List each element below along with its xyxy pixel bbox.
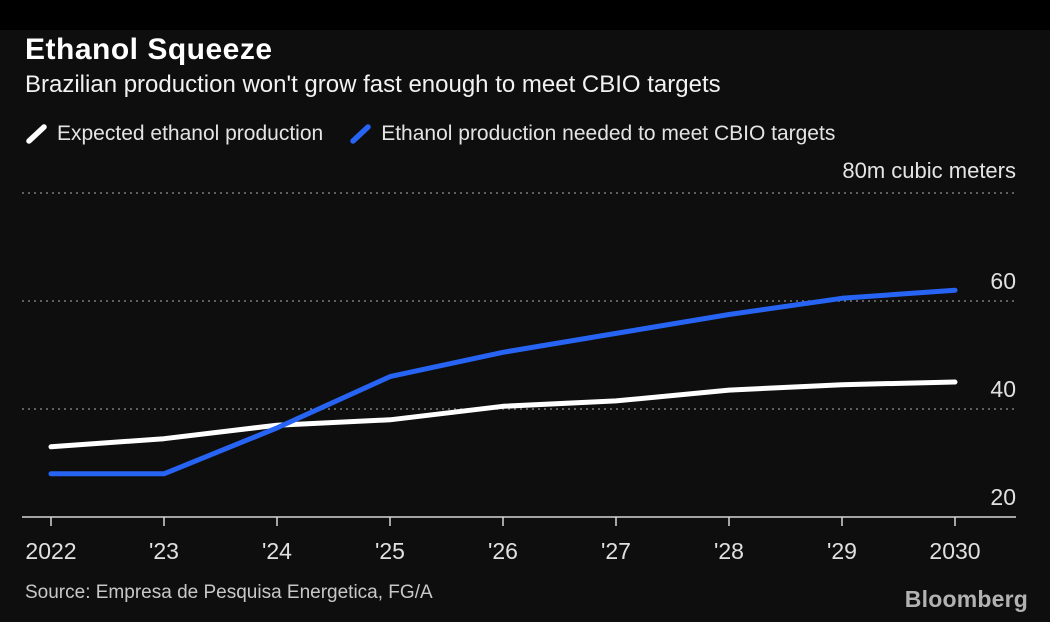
y-axis-unit-label: 80m cubic meters <box>842 158 1016 183</box>
bloomberg-logo: Bloomberg <box>904 586 1028 612</box>
chart-panel <box>0 30 1050 622</box>
legend-item-expected: Expected ethanol production <box>25 122 323 146</box>
legend: Expected ethanol production Ethanol prod… <box>25 122 835 146</box>
source-note: Source: Empresa de Pesquisa Energetica, … <box>25 582 433 603</box>
x-tick-label: 2030 <box>929 538 980 564</box>
y-tick-label: 40 <box>990 376 1016 402</box>
chart-subtitle: Brazilian production won't grow fast eno… <box>25 71 721 98</box>
y-tick-label: 60 <box>990 268 1016 294</box>
x-tick-label: '24 <box>262 538 292 564</box>
legend-label-needed: Ethanol production needed to meet CBIO t… <box>381 122 836 145</box>
y-tick-label: 20 <box>990 484 1016 510</box>
x-tick-label: '27 <box>601 538 631 564</box>
blue-line-swatch-icon <box>350 124 371 144</box>
x-tick-label: '23 <box>149 538 179 564</box>
series-line-expected <box>48 379 958 450</box>
x-tick-label: '28 <box>714 538 744 564</box>
x-tick-label: '29 <box>827 538 857 564</box>
x-tick-label: 2022 <box>25 538 76 564</box>
x-tick-label: '25 <box>375 538 405 564</box>
series-line-needed <box>48 287 958 477</box>
x-tick-label: '26 <box>488 538 518 564</box>
chart-title: Ethanol Squeeze <box>25 33 273 66</box>
legend-label-expected: Expected ethanol production <box>57 122 324 145</box>
legend-item-needed: Ethanol production needed to meet CBIO t… <box>349 122 835 146</box>
white-line-swatch-icon <box>26 124 47 144</box>
